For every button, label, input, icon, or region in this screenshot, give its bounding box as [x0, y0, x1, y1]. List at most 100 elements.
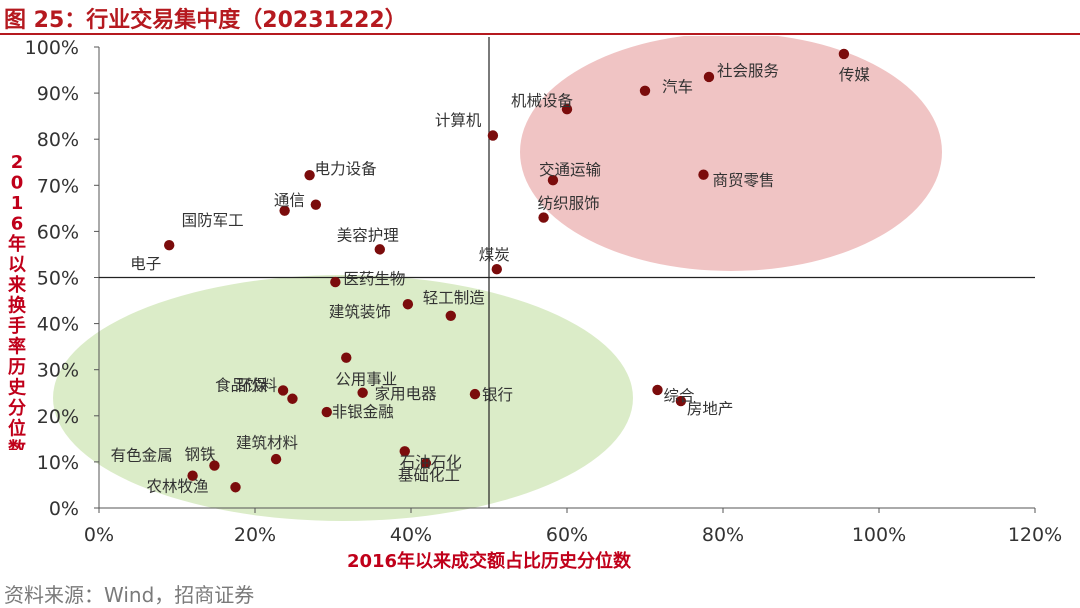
- y-tick-label: 40%: [37, 314, 79, 336]
- y-tick-label: 0%: [49, 498, 79, 520]
- scatter-point: [469, 388, 481, 400]
- point-label: 计算机: [435, 111, 482, 130]
- y-axis-label-char: 手: [8, 315, 26, 337]
- title-divider: [0, 33, 1080, 35]
- point-label: 非银金融: [332, 403, 394, 421]
- point-label: 建筑装饰: [329, 303, 391, 321]
- scatter-point: [399, 446, 410, 457]
- y-axis-label-char: 位: [8, 418, 26, 440]
- scatter-point: [538, 212, 549, 223]
- point-label: 有色金属: [111, 447, 173, 465]
- scatter-point: [187, 470, 198, 481]
- point-label: 房地产: [687, 400, 734, 418]
- y-axis-label-container: 2 0 1 6 年以来换手率历史分位数: [7, 152, 27, 450]
- source-note: 资料来源：Wind，招商证券: [4, 583, 255, 607]
- y-axis-label-char: 1: [11, 193, 24, 214]
- scatter-point: [547, 175, 559, 186]
- point-label: 社会服务: [717, 62, 779, 80]
- scatter-point: [487, 130, 499, 141]
- point-label: 电力设备: [315, 160, 378, 178]
- scatter-point: [652, 384, 663, 396]
- scatter-point: [703, 71, 715, 83]
- point-label: 医药生物: [343, 270, 405, 288]
- x-tick-label: 60%: [546, 524, 588, 546]
- scatter-point: [698, 169, 709, 180]
- point-label: 公用事业: [335, 371, 397, 389]
- scatter-point: [209, 460, 220, 471]
- y-axis-label-char: 换: [8, 295, 27, 317]
- x-tick-label: 100%: [852, 524, 906, 546]
- low-concentration-ellipse: [53, 275, 633, 521]
- scatter-point: [287, 393, 298, 404]
- point-label: 轻工制造: [423, 289, 486, 307]
- y-axis-label-char: 6: [11, 214, 24, 235]
- x-tick-label: 80%: [702, 524, 744, 546]
- y-axis-label-char: 史: [8, 377, 27, 399]
- scatter-point: [321, 406, 332, 418]
- point-label: 综合: [663, 387, 695, 405]
- figure-title: 图 25：行业交易集中度（20231222）: [4, 8, 407, 33]
- y-axis-label-char: 以: [8, 255, 26, 276]
- y-axis-label-char: 历: [8, 357, 26, 378]
- scatter-point: [164, 240, 175, 251]
- point-label: 通信: [274, 192, 305, 210]
- scatter-point: [402, 299, 414, 310]
- y-axis-label: 2 0 1 6 年以来换手率历史分位数: [7, 152, 27, 450]
- point-label: 家用电器: [375, 385, 438, 403]
- x-tick-label: 40%: [390, 524, 432, 546]
- point-label: 电子: [130, 255, 161, 273]
- point-label: 石油石化: [400, 453, 462, 471]
- point-label: 建筑材料: [236, 434, 298, 452]
- data-points: [164, 48, 850, 493]
- tick-labels: 0% 10% 20% 30% 40% 50% 60% 70% 80% 90% 100% 0% 20% 40…: [25, 37, 1062, 546]
- y-axis-label-char: 分: [8, 398, 26, 419]
- y-tick-label: 100%: [25, 37, 79, 59]
- point-label: 食品饮料: [215, 376, 277, 394]
- y-axis-label-char: 率: [8, 336, 26, 358]
- point-label: 国防军工: [182, 212, 244, 230]
- scatter-point: [310, 199, 322, 210]
- point-label: 基础化工: [398, 466, 460, 484]
- cluster-ellipses: [53, 36, 942, 521]
- y-tick-label: 30%: [37, 360, 79, 382]
- scatter-point: [420, 458, 432, 469]
- scatter-point: [279, 205, 290, 216]
- x-tick-label: 0%: [84, 524, 114, 546]
- x-tick-label: 20%: [234, 524, 276, 546]
- y-tick-label: 90%: [37, 83, 79, 105]
- scatter-point: [277, 385, 289, 396]
- y-tick-label: 70%: [37, 175, 79, 197]
- point-label: 美容护理: [337, 226, 399, 244]
- x-tick-label: 120%: [1008, 524, 1062, 546]
- high-concentration-ellipse: [520, 36, 942, 271]
- chart-axes: [94, 37, 1036, 513]
- point-label: 钢铁: [184, 446, 215, 464]
- scatter-point: [374, 244, 385, 255]
- y-axis-label-char: 数: [8, 438, 27, 450]
- x-axis-label: 2016年以来成交额占比历史分位数: [347, 550, 632, 572]
- point-label: 传媒: [839, 66, 871, 84]
- point-label: 环保: [236, 377, 268, 395]
- y-axis-label-char: 2: [11, 152, 24, 173]
- scatter-point: [491, 264, 502, 275]
- y-tick-label: 50%: [37, 268, 79, 290]
- scatter-point: [561, 104, 573, 115]
- y-tick-label: 10%: [37, 452, 79, 474]
- y-tick-label: 80%: [37, 129, 79, 151]
- y-axis-label-char: 0: [11, 173, 24, 194]
- scatter-point: [341, 352, 352, 363]
- point-label: 商贸零售: [713, 172, 775, 190]
- scatter-point: [675, 395, 687, 407]
- scatter-chart: 0% 10% 20% 30% 40% 50% 60% 70% 80% 90% 100% 0% 20% 40…: [25, 36, 1062, 572]
- scatter-point: [304, 169, 315, 181]
- point-label: 纺织服饰: [538, 195, 600, 213]
- scatter-point: [230, 482, 241, 493]
- y-axis-label-char: 年: [8, 233, 26, 255]
- point-label: 机械设备: [511, 92, 574, 110]
- scatter-point: [639, 85, 651, 96]
- scatter-point: [270, 453, 282, 465]
- y-tick-label: 60%: [37, 221, 79, 243]
- point-label: 汽车: [662, 78, 693, 96]
- scatter-point: [330, 276, 341, 288]
